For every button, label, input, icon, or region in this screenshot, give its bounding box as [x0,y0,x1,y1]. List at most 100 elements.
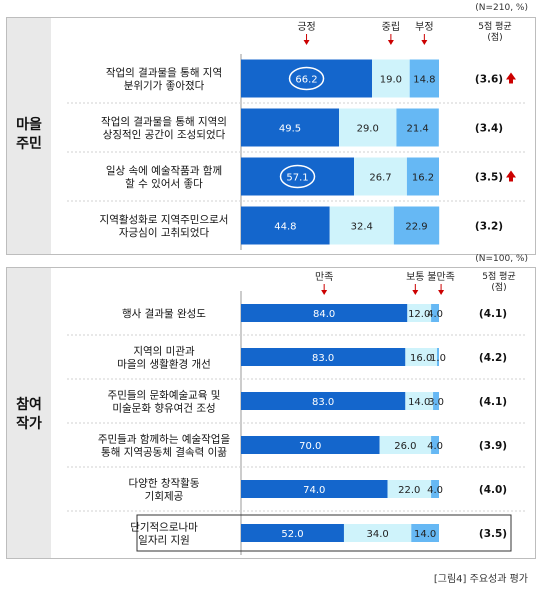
data-label: 29.0 [357,124,379,135]
data-label: 21.4 [406,124,428,135]
legend-label: 만족 [315,271,333,283]
category-label: 일자리 지원 [138,534,190,547]
data-label: 70.0 [299,441,321,452]
bar-segment [343,524,412,542]
group-tab-residents: 마을 주민 [7,18,51,254]
category-label: 행사 결과물 완성도 [122,307,206,320]
bar-segment [396,108,439,147]
category-label: 작업의 결과물을 통해 지역 [106,66,222,79]
bar-segment [241,348,406,366]
bar-segment [372,59,410,98]
category-label: 할 수 있어서 좋다 [125,178,203,190]
data-label: 26.0 [394,441,416,452]
data-label: 74.0 [303,485,325,496]
group-tab-artists: 참여 작가 [7,268,51,558]
sample-note: (N=100, %) [475,254,528,264]
data-label: 57.1 [286,173,308,184]
legend-arrow-head [303,40,310,45]
legend-label: 긍정 [297,21,315,33]
data-label: 16.0 [410,353,432,364]
data-label: 26.7 [369,173,391,184]
data-label: 34.0 [366,529,388,540]
category-label: 단기적으로나마 [130,522,198,534]
legend-label: 보통 [406,271,424,283]
category-label: 기회제공 [145,491,184,503]
up-arrow-icon [509,78,513,84]
category-label: 자긍심이 고취되었다 [119,227,210,239]
figure-caption: [그림4] 주요성과 평가 [433,574,528,585]
data-label: 4.0 [427,485,443,496]
group-label-line: 작가 [16,416,42,432]
data-label: 84.0 [313,309,335,320]
bar-segment [241,436,380,454]
bar-segment [241,108,340,147]
legend-label: 중립 [382,20,400,33]
data-label: 44.8 [274,222,296,233]
bar-segment [379,436,432,454]
data-label: 83.0 [312,397,334,408]
average-value: (3.4) [475,123,503,135]
data-label: 52.0 [281,529,303,540]
legend-arrow-head [412,290,419,295]
avg-header: (점) [487,31,502,43]
data-label: 19.0 [380,75,402,86]
bar-segment [431,304,439,322]
bar-segment [431,480,439,498]
panel-artists: 참여 작가 만족 보통 불만족 5점 평균 (점) 행사 결과물 완성도 84.0 12.0 4… [6,267,536,559]
category-label: 통해 지역공동체 결속력 이끎 [101,446,227,459]
bar-segment [406,157,439,196]
legend-label: 불만족 [427,271,455,283]
highlight-circle [279,164,316,189]
average-value: (4.1) [479,396,507,408]
bar-segment [387,480,432,498]
avg-header: 5점 평균 [478,20,511,32]
legend-arrow-head [438,290,445,295]
data-label: 22.0 [398,485,420,496]
category-label: 다양한 창작활동 [129,477,200,490]
data-label: 3.0 [428,397,444,408]
average-value: (4.2) [479,352,507,364]
average-value: (4.1) [479,308,507,320]
data-label: 22.9 [405,222,427,233]
bar-segment [407,304,432,322]
average-value: (3.9) [479,440,507,452]
data-label: 14.8 [413,75,435,86]
bar-segment [433,392,439,410]
data-label: 16.2 [412,173,434,184]
bar-segment [241,157,355,196]
bar-segment [241,392,406,410]
bar-segment [241,304,408,322]
average-value: (3.6) [475,74,503,86]
highlight-box [136,514,512,552]
panel-residents: 마을 주민 긍정 중립 부정 5점 평균 (점) 작업의 결과물을 통해 지역 분위기가 좋… [6,17,536,255]
up-arrow-icon [506,170,516,178]
category-label: 지역활성화로 지역주민으로서 [100,213,229,226]
bar-segment [241,206,330,245]
bar-segment [354,157,407,196]
category-label: 주민들의 문화예술교육 및 [108,389,221,402]
category-label: 일상 속에 예술작품과 함께 [106,164,222,177]
bar-segment [437,348,439,366]
bar-segment [409,59,439,98]
legend-arrow-head [387,40,394,45]
bar-segment [411,524,439,542]
avg-header: 5점 평균 [482,270,515,282]
category-label: 지역의 미관과 [133,346,195,358]
legend-arrow-head [421,40,428,45]
category-label: 분위기가 좋아졌다 [124,79,205,92]
highlight-circle [288,66,325,91]
data-label: 32.4 [351,222,373,233]
avg-header: (점) [491,281,506,293]
bar-segment [393,206,440,245]
data-label: 4.0 [427,309,443,320]
bar-segment [241,59,373,98]
data-label: 12.0 [408,309,430,320]
data-label: 83.0 [312,353,334,364]
category-label: 마을의 생활환경 개선 [117,358,211,371]
data-label: 14.0 [408,397,430,408]
category-label: 상징적인 공간이 조성되었다 [103,129,226,141]
legend-arrow-head [321,290,328,295]
average-value: (4.0) [479,484,507,496]
average-value: (3.5) [479,528,507,540]
